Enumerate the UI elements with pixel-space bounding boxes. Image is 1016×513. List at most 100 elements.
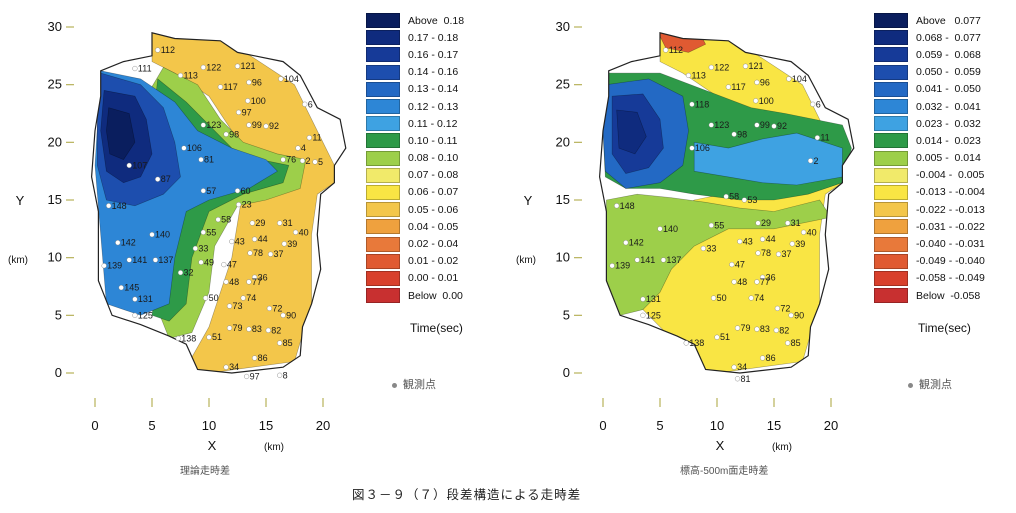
station-label: 104 [284,74,299,84]
station-marker [118,285,124,291]
station-label: 55 [714,220,724,230]
station-dot-icon [392,382,397,388]
study-area-boundary [598,32,855,374]
station-marker [685,72,692,79]
legend-swatch [366,236,400,252]
station-marker [115,240,121,246]
legend-entry: 0.13 - 0.14 [366,81,464,98]
legend-swatch [366,47,400,63]
legend-label: 0.16 - 0.17 [408,48,459,61]
station-marker [226,325,233,331]
legend-swatch [366,30,400,46]
station-marker [295,145,301,151]
station-marker [132,312,138,318]
station-label: 138 [181,333,196,343]
station-label: 51 [212,332,222,342]
station-label: 11 [820,133,829,143]
legend-swatch [874,184,908,200]
station-marker [252,236,258,242]
station-label: 96 [760,77,770,87]
station-label: 100 [759,96,774,106]
station-label: 29 [761,218,771,228]
legend-swatch [366,133,400,149]
station-label: 106 [695,143,710,153]
station-label: 113 [692,70,706,80]
station-marker [266,305,273,312]
y-tick-label: 10 [556,250,570,265]
station-label: 87 [161,174,171,184]
legend-label: -0.004 - 0.005 [916,169,985,182]
y-tick-label: 25 [48,77,62,92]
station-label: 50 [717,293,727,303]
station-label: 112 [669,45,683,55]
legend-label: 0.17 - 0.18 [408,31,459,44]
station-key: 観測点 [392,376,436,392]
station-label: 142 [121,238,136,248]
station-label: 50 [209,293,219,303]
y-tick-label: 10 [48,250,62,265]
station-label: 140 [155,230,170,240]
station-label: 122 [714,62,729,72]
station-label: 117 [223,82,237,92]
station-label: 86 [766,353,776,363]
y-axis-label: Y [16,193,25,208]
station-label: 98 [229,129,239,139]
station-label: 53 [747,195,757,205]
station-label: 83 [252,324,262,334]
x-tick-label: 0 [91,418,98,433]
legend-entry: 0.032 - 0.041 [874,98,985,115]
station-label: 85 [283,338,293,348]
panel-caption: 理論走時差 [180,466,230,477]
legend-entry: 0.068 - 0.077 [874,29,985,46]
legend-label: -0.022 - -0.013 [916,203,985,216]
legend-entry: 0.12 - 0.13 [366,98,464,115]
legend-entry: 0.02 - 0.04 [366,235,464,252]
station-marker [245,98,251,104]
station-label: 140 [663,224,678,234]
station-label: 40 [299,227,309,237]
station-marker [754,326,760,332]
legend-label: 0.10 - 0.11 [408,134,458,147]
station-marker [723,193,729,200]
station-marker [785,220,791,226]
legend-swatch [366,270,400,286]
station-marker [737,238,743,245]
y-tick-label: 5 [55,307,62,322]
station-label: 104 [792,74,807,84]
x-axis-unit: (km) [264,442,284,453]
station-label: 33 [198,243,208,253]
station-marker [277,220,283,226]
legend-swatch [874,167,908,183]
legend-entry: -0.013 - -0.004 [874,184,985,201]
station-marker [252,274,258,280]
station-marker [742,63,749,69]
legend-label: -0.013 - -0.004 [916,186,985,199]
legend-entry: 0.014 - 0.023 [874,132,985,149]
station-marker [734,325,741,331]
station-marker [754,122,760,128]
station-marker [785,340,791,346]
legend-title: Time(sec) [918,321,971,335]
panel-theoretical: 0 5 10 15 20 25 30 0 5 10 15 20 X (km) Y (km) 112 122 121 9… [8,13,464,477]
legend-label: 0.023 - 0.032 [916,117,981,130]
station-marker [223,364,229,370]
station-label: 47 [227,260,237,270]
station-marker [221,261,227,268]
station-marker [689,145,695,151]
station-label: 76 [286,155,296,165]
station-label: 6 [816,99,821,109]
station-label: 137 [158,255,173,265]
station-marker [748,295,754,301]
station-label: 99 [252,120,262,130]
legend-swatch [874,253,908,269]
contour-zone [106,107,136,160]
legend-entry: 0.08 - 0.10 [366,150,464,167]
station-label: 79 [233,323,243,333]
station-marker [198,259,204,265]
station-label: 34 [737,362,747,372]
station-label: 34 [229,362,239,372]
legend-swatch [874,99,908,115]
station-marker [725,84,732,90]
